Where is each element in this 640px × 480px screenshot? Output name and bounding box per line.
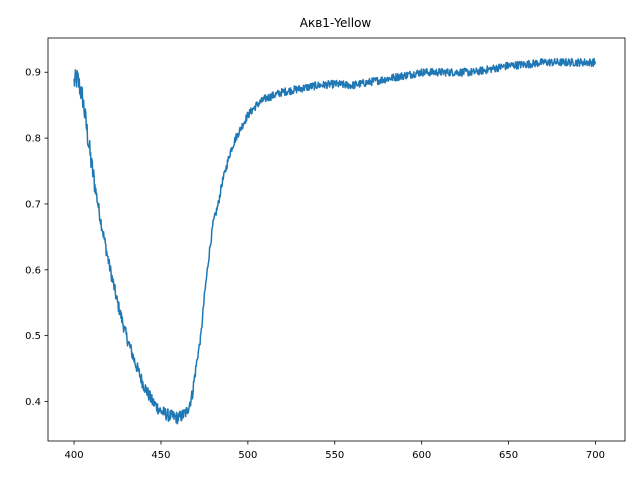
plot-area <box>73 57 597 425</box>
y-tick-label: 0.7 <box>25 199 41 210</box>
y-tick-label: 0.8 <box>25 134 41 145</box>
x-tick-label: 600 <box>412 450 431 461</box>
x-tick-label: 650 <box>499 450 518 461</box>
x-tick-label: 700 <box>586 450 605 461</box>
y-tick-label: 0.9 <box>25 68 41 79</box>
x-tick-label: 500 <box>238 450 257 461</box>
x-tick-label: 400 <box>65 450 84 461</box>
spectrum-series-line <box>73 57 597 425</box>
y-tick-label: 0.5 <box>25 331 41 342</box>
axes-frame <box>47 37 626 442</box>
y-tick-label: 0.4 <box>25 397 41 408</box>
y-axis: 0.4 0.5 0.6 0.7 0.8 0.9 <box>25 68 48 408</box>
chart-title: Акв1-Yellow <box>300 16 372 30</box>
x-axis: 400 450 500 550 600 650 700 <box>65 441 605 461</box>
y-tick-label: 0.6 <box>25 265 41 276</box>
x-tick-label: 550 <box>325 450 344 461</box>
x-tick-label: 450 <box>151 450 170 461</box>
